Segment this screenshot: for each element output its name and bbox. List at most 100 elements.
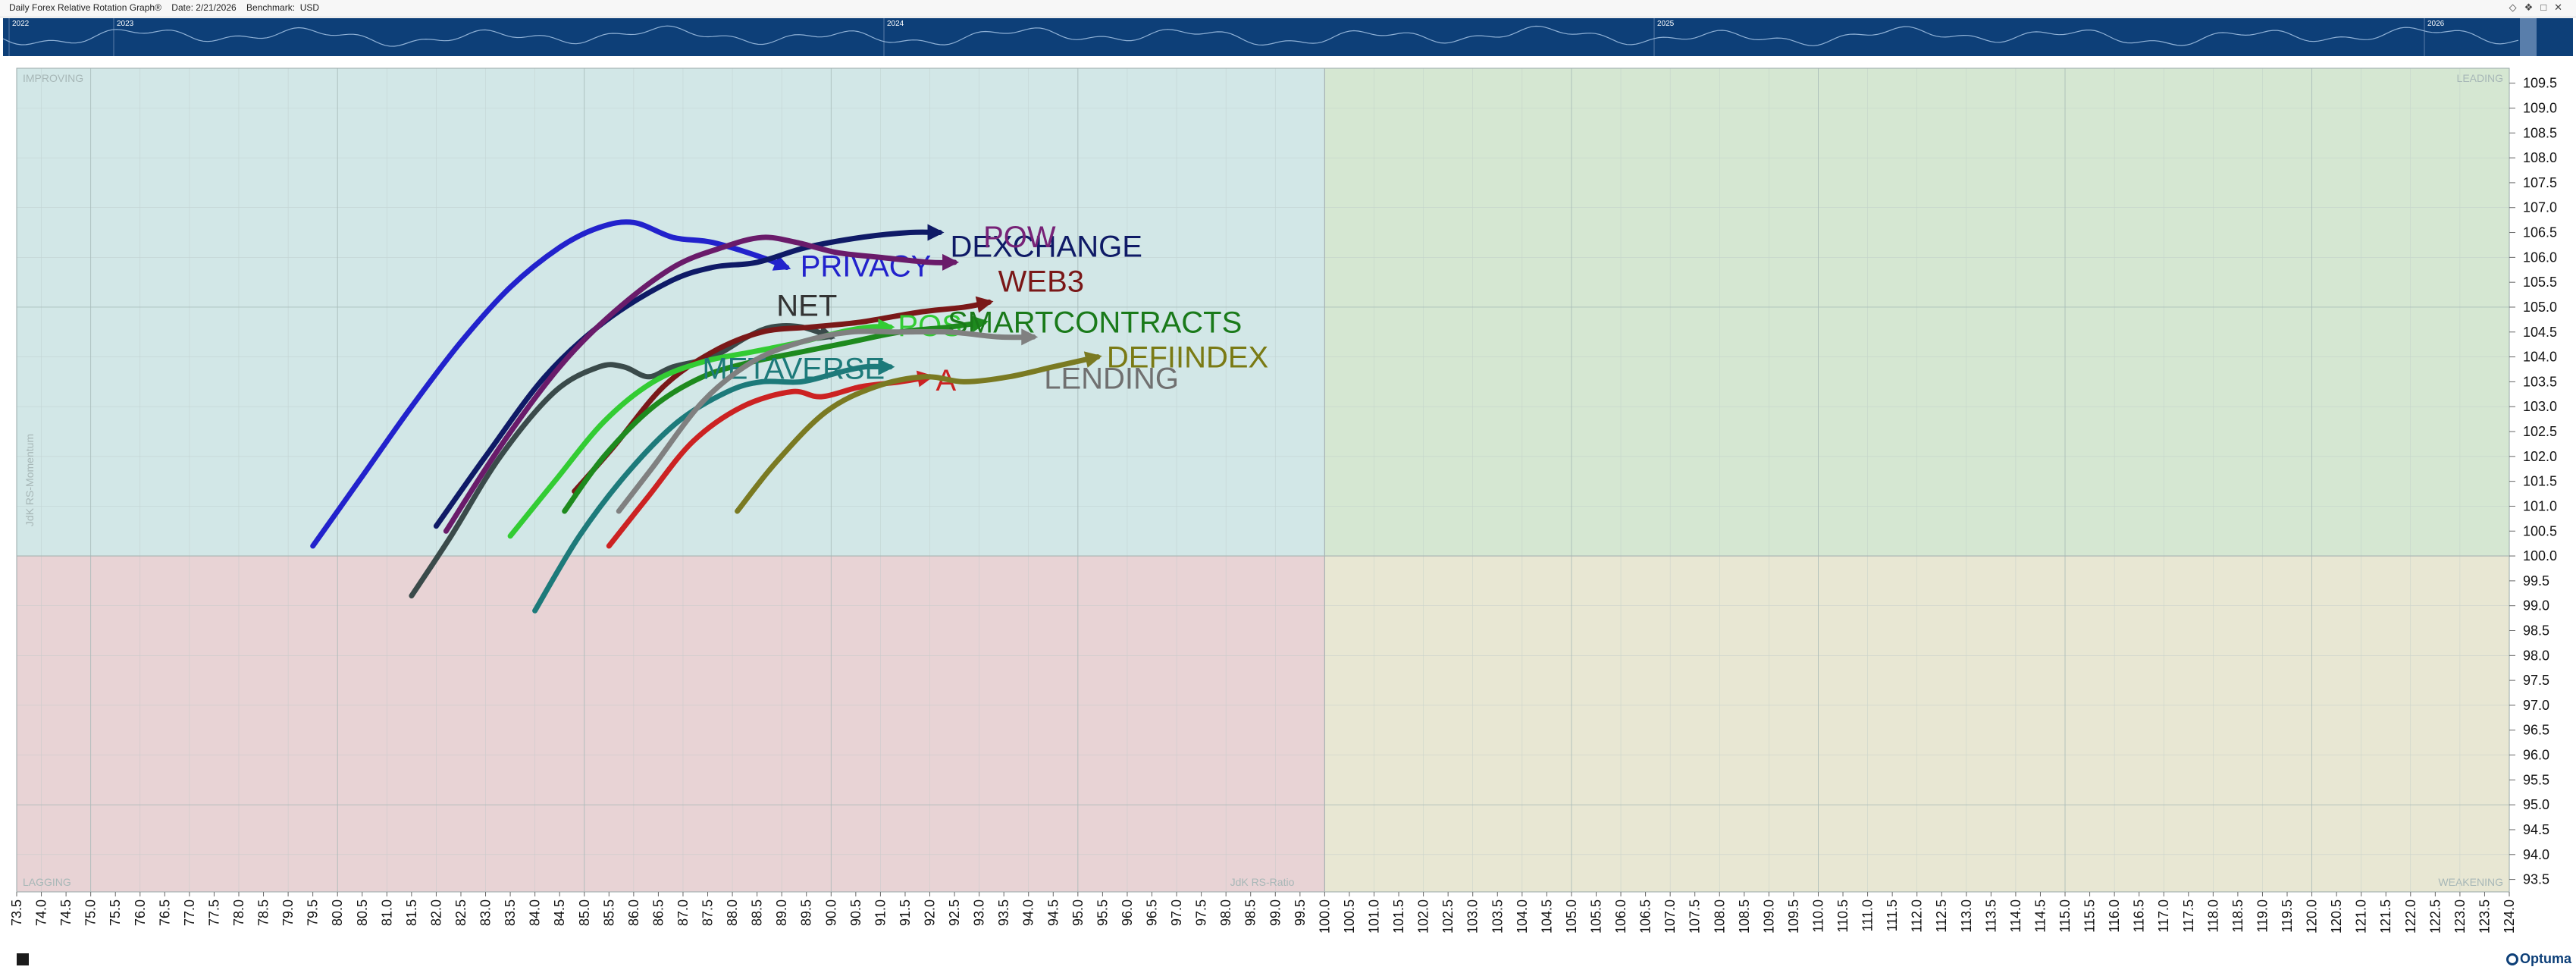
x-tick-label: 84.0 (528, 899, 543, 926)
y-tick-label: 106.5 (2523, 225, 2557, 240)
x-tick-label: 110.5 (1835, 899, 1851, 933)
quadrant-label-improving: IMPROVING (23, 72, 83, 84)
optuma-ring-icon (2505, 953, 2518, 965)
x-tick-label: 91.5 (898, 899, 913, 926)
x-tick-label: 86.5 (650, 899, 666, 926)
tail-net (409, 323, 834, 599)
x-tick-label: 101.0 (1366, 899, 1381, 934)
x-tick-label: 109.0 (1761, 899, 1776, 934)
x-tick-label: 108.5 (1737, 899, 1752, 934)
diamond-icon[interactable]: ◇ (2509, 2, 2524, 13)
y-tick-label: 105.5 (2523, 275, 2557, 290)
timeline-sparkline (3, 25, 2519, 47)
x-tick-label: 109.5 (1786, 899, 1801, 934)
footer-bar: Optuma (0, 946, 2576, 970)
x-tick-label: 108.0 (1712, 899, 1727, 934)
x-tick-label: 73.5 (9, 899, 24, 926)
tail-lending (616, 328, 1036, 514)
quadrant-label-leading: LEADING (2457, 72, 2503, 84)
label-web3: WEB3 (998, 265, 1084, 298)
y-tick-label: 109.5 (2523, 76, 2557, 91)
x-tick-label: 96.5 (1145, 899, 1160, 926)
x-tick-label: 102.0 (1416, 899, 1431, 934)
arrowhead-lending (1021, 328, 1039, 346)
x-tick-label: 100.0 (1317, 899, 1332, 934)
y-tick-label: 98.5 (2523, 623, 2549, 638)
x-tick-label: 86.0 (626, 899, 641, 926)
x-tick-label: 121.0 (2354, 899, 2369, 934)
status-square-icon[interactable] (17, 953, 29, 965)
y-axis-label: JdK RS-Momentum (24, 434, 36, 526)
x-tick-label: 95.0 (1070, 899, 1086, 926)
label-lending: LENDING (1044, 362, 1179, 395)
arrowhead-dexchange (927, 224, 945, 241)
arrowhead-pow (942, 253, 960, 271)
x-tick-label: 113.0 (1959, 899, 1974, 933)
x-tick-label: 115.0 (2057, 899, 2073, 933)
x-tick-label: 119.0 (2255, 899, 2270, 933)
x-tick-label: 77.0 (182, 899, 197, 926)
y-tick-label: 103.0 (2523, 399, 2557, 414)
x-tick-label: 80.0 (330, 899, 345, 926)
label-dexchange: DEXCHANGE (951, 231, 1142, 264)
x-tick-label: 121.5 (2378, 899, 2393, 934)
y-tick-label: 103.5 (2523, 374, 2557, 389)
benchmark-value: USD (299, 2, 320, 13)
y-tick-label: 108.5 (2523, 125, 2557, 140)
x-tick-label: 104.5 (1539, 899, 1554, 934)
x-tick-label: 112.0 (1910, 899, 1925, 933)
y-tick-label: 109.0 (2523, 100, 2557, 115)
optuma-logo: Optuma (2505, 951, 2571, 967)
tail-pow (443, 234, 957, 534)
y-tick-label: 99.0 (2523, 598, 2549, 614)
timeline-year-label: 2023 (117, 20, 134, 28)
x-tick-label: 76.5 (157, 899, 172, 926)
x-tick-label: 114.0 (2008, 899, 2023, 933)
y-tick-label: 93.5 (2523, 872, 2549, 887)
close-icon[interactable]: ✕ (2554, 2, 2570, 13)
x-tick-label: 96.0 (1120, 899, 1135, 926)
plot-border (16, 67, 2510, 893)
x-tick-label: 111.0 (1860, 899, 1876, 931)
y-tick-label: 94.5 (2523, 822, 2549, 837)
x-tick-label: 118.0 (2205, 899, 2220, 933)
x-tick-label: 91.0 (873, 899, 888, 926)
timeline-overview[interactable]: 2022 2023 2024 2025 2026 (3, 18, 2573, 56)
x-tick-label: 111.5 (1885, 899, 1900, 931)
x-axis-label: JdK RS-Ratio (1230, 876, 1295, 888)
x-tick-label: 105.5 (1588, 899, 1603, 934)
optuma-logo-text: Optuma (2519, 951, 2571, 966)
x-tick-label: 87.5 (700, 899, 716, 926)
x-tick-label: 124.0 (2502, 899, 2517, 934)
x-tick-label: 83.0 (478, 899, 494, 926)
x-tick-label: 90.0 (823, 899, 838, 926)
benchmark-label: Benchmark: (246, 2, 296, 13)
x-tick-label: 79.5 (306, 899, 321, 926)
y-tick-label: 96.0 (2523, 748, 2549, 763)
x-tick-label: 94.5 (1045, 899, 1061, 926)
x-tick-label: 75.5 (108, 899, 123, 926)
tail-dexchange (433, 229, 942, 529)
y-tick-label: 102.0 (2523, 449, 2557, 464)
series-smartcontracts: SMARTCONTRACTS (562, 306, 1242, 514)
x-tick-label: 77.5 (206, 899, 221, 926)
pin-icon[interactable]: ❖ (2524, 2, 2541, 13)
restore-icon[interactable]: □ (2540, 2, 2555, 13)
y-tick-label: 95.5 (2523, 772, 2549, 787)
x-tick-label: 93.0 (972, 899, 987, 926)
x-tick-label: 87.0 (675, 899, 691, 926)
x-tick-label: 98.5 (1243, 899, 1258, 926)
x-tick-label: 81.5 (404, 899, 419, 926)
y-ticks: 93.5 94.0 94.5 95.0 95.5 96.0 96.5 97.0 97.5 98.0… (2509, 76, 2557, 887)
x-tick-label: 94.0 (1021, 899, 1036, 926)
y-tick-label: 97.5 (2523, 673, 2549, 688)
label-net: NET (776, 289, 837, 322)
x-tick-label: 103.5 (1490, 899, 1505, 934)
timeline-window-handle (2520, 18, 2537, 56)
y-tick-label: 105.0 (2523, 300, 2557, 315)
x-tick-label: 85.5 (601, 899, 616, 926)
x-tick-label: 78.5 (256, 899, 271, 926)
y-tick-label: 96.5 (2523, 723, 2549, 738)
y-tick-label: 95.0 (2523, 797, 2549, 812)
y-tick-label: 108.0 (2523, 150, 2557, 165)
